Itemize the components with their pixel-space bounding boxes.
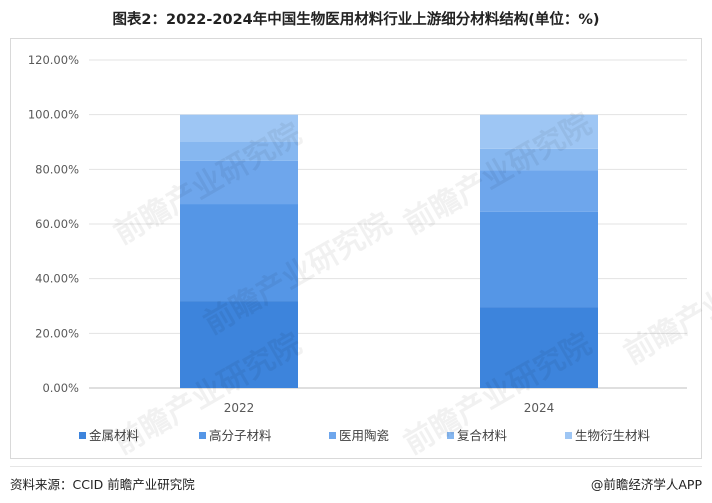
legend-label: 金属材料 [89,428,140,443]
y-tick-label: 20.00% [35,326,79,340]
bar-segment-2022-2 [180,160,298,205]
chart-title: 图表2：2022-2024年中国生物医用材料行业上游细分材料结构(单位：%) [112,12,600,28]
legend-swatch [447,432,454,439]
y-tick-label: 100.00% [28,108,79,122]
x-tick-label: 2022 [224,401,255,415]
legend-swatch [199,432,206,439]
legend-label: 医用陶瓷 [339,428,389,443]
legend-label: 生物衍生材料 [575,428,651,443]
bar-segment-2022-1 [180,204,298,302]
bar-segment-2024-2 [480,170,598,212]
bar-segment-2024-1 [480,211,598,308]
legend-swatch [565,432,572,439]
source-note: 资料来源：CCID 前瞻产业研究院 [10,477,195,492]
legend-swatch [329,432,336,439]
bar-segment-2022-0 [180,301,298,388]
brand-credit: @前瞻经济学人APP [590,477,702,492]
stacked-bar-chart: 0.00% 20.00% 40.00% 60.00% 80.00% 100.00% 120.… [28,53,687,443]
chart-frame: 0.00% 20.00% 40.00% 60.00% 80.00% 100.00% 120.… [10,38,712,462]
footer: 资料来源：CCID 前瞻产业研究院 @前瞻经济学人APP [10,472,702,496]
bar-segment-2024-3 [480,148,598,171]
bar-segment-2022-3 [180,142,298,161]
y-tick-label: 120.00% [28,53,79,67]
y-tick-label: 40.00% [35,272,79,286]
bar-segment-2022-4 [180,114,298,142]
x-tick-label: 2024 [524,401,555,415]
legend-label: 复合材料 [457,428,508,443]
legend-swatch [79,432,86,439]
bar-segment-2024-0 [480,307,598,388]
y-tick-label: 60.00% [35,217,79,231]
y-tick-label: 0.00% [42,381,79,395]
legend-label: 高分子材料 [209,428,272,443]
y-tick-label: 80.00% [35,162,79,176]
bar-segment-2024-4 [480,114,598,149]
footer-divider [10,466,702,467]
